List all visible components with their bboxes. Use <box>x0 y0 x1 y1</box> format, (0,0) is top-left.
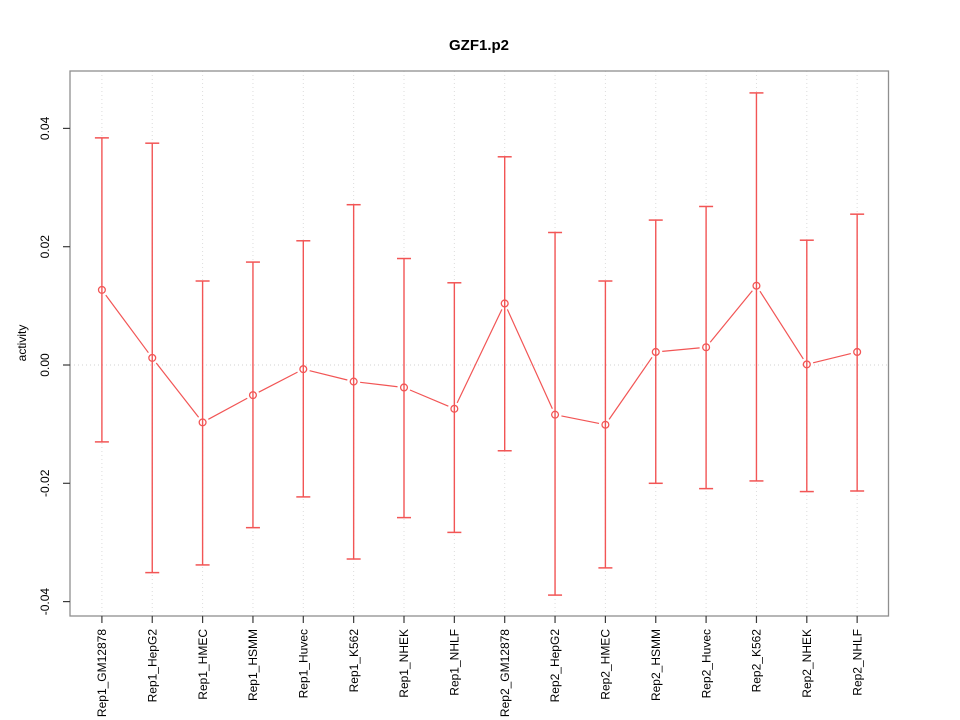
x-tick-label: Rep2_NHLF <box>850 629 864 696</box>
series-segment <box>409 389 449 407</box>
x-tick-label: Rep1_HepG2 <box>145 629 159 703</box>
x-tick-label: Rep2_NHEK <box>800 629 814 698</box>
series-segment <box>208 397 248 420</box>
data-point <box>248 391 258 400</box>
x-tick-label: Rep1_NHEK <box>397 629 411 698</box>
x-tick-label: Rep1_HSMM <box>246 629 260 701</box>
data-point <box>601 420 610 429</box>
x-tick-label: Rep2_Huvec <box>699 629 713 698</box>
x-tick-label: Rep2_HSMM <box>649 629 663 701</box>
series-segment <box>155 362 200 418</box>
x-tick-label: Rep2_K562 <box>750 629 764 693</box>
x-tick-label: Rep2_HepG2 <box>548 629 562 703</box>
y-axis-label: activity <box>15 325 29 362</box>
data-point <box>752 281 761 290</box>
series-segment <box>456 309 503 404</box>
data-point <box>702 343 711 352</box>
plot-layers: 0.04 0.02 0.00 -0.02 -0.04 Rep1_GM12878 Rep1_H… <box>38 70 890 717</box>
chart-title: GZF1.p2 <box>449 37 509 54</box>
x-tick-label: Rep2_HMEC <box>599 629 613 700</box>
data-point <box>450 404 459 413</box>
data-point <box>500 299 509 308</box>
x-tick-label: Rep1_GM12878 <box>95 629 109 717</box>
series-segment <box>608 356 653 420</box>
data-point <box>651 347 660 357</box>
series-segment <box>309 370 348 381</box>
series-segment <box>662 347 700 352</box>
series-segment <box>105 294 149 354</box>
x-tick-label: Rep2_GM12878 <box>498 629 512 717</box>
y-tick-label: -0.04 <box>38 588 52 616</box>
data-point <box>853 347 862 357</box>
y-tick-label: 0.00 <box>38 353 52 377</box>
data-point <box>802 360 811 369</box>
series-segment <box>759 290 804 360</box>
data-point <box>148 353 157 362</box>
y-tick-label: 0.02 <box>38 235 52 259</box>
series-segment <box>506 309 553 410</box>
data-point <box>349 377 358 386</box>
series-segment <box>709 290 753 343</box>
plot-border <box>69 70 890 617</box>
data-point <box>198 418 207 427</box>
series-segment <box>360 381 398 388</box>
data-point <box>97 285 106 294</box>
y-tick-label: 0.04 <box>38 116 52 140</box>
data-point <box>299 365 308 374</box>
x-tick-label: Rep1_K562 <box>347 629 361 693</box>
series-segment <box>258 371 298 393</box>
series-segment <box>812 352 851 364</box>
x-tick-label: Rep1_Huvec <box>297 629 311 698</box>
data-point <box>399 383 409 392</box>
x-tick-label: Rep1_HMEC <box>196 629 210 700</box>
data-point <box>550 410 560 419</box>
y-tick-label: -0.02 <box>38 469 52 497</box>
x-tick-label: Rep1_NHLF <box>448 629 462 696</box>
series-segment <box>561 415 600 425</box>
